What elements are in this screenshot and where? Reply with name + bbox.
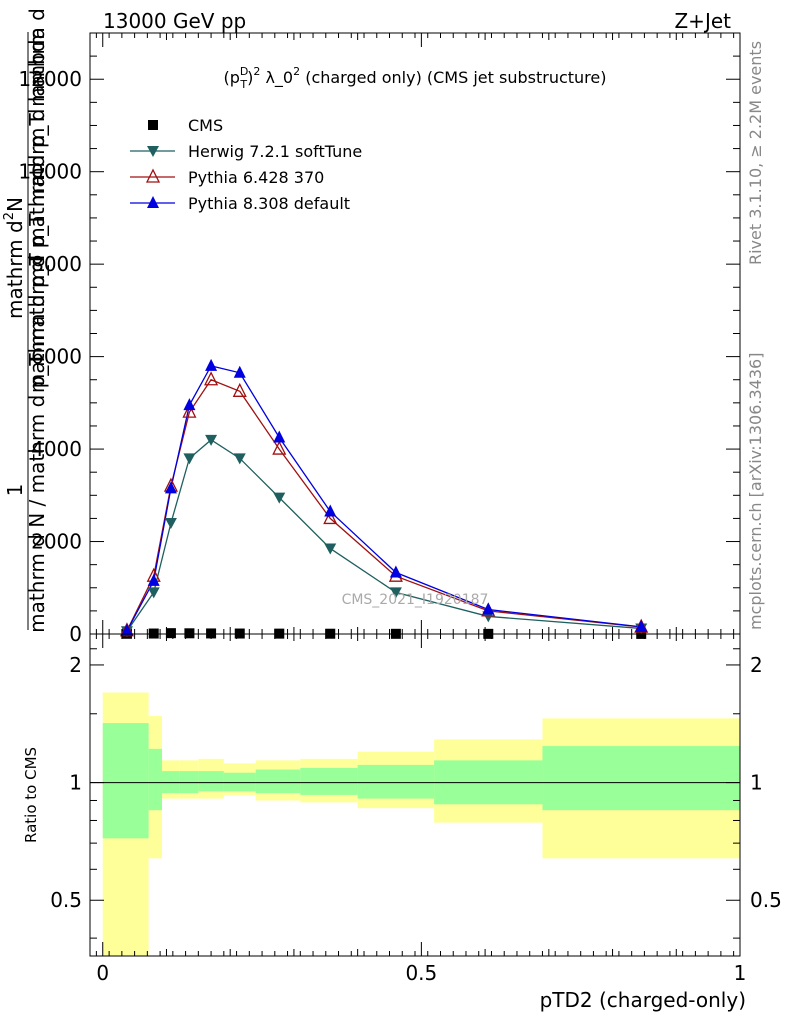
ratio-band-green [300,767,358,795]
legend-label: Pythia 8.308 default [188,194,350,213]
ratio-plot: 0.5 0.5 1 1 2 2 Ratio to CMS [22,633,782,957]
data-point-s2 [272,440,287,455]
ratio-y-tick-label: 1 [69,771,82,795]
ratio-band-green [198,771,224,792]
ylabel-denominator: mathrm d N / mathrm d p_T mathrmd p_T ma… [25,27,49,633]
data-point-s3 [183,398,196,411]
x-tick-label: 0.5 [405,961,437,985]
main-yticks: 0 2000 4000 6000 8000 10000 12000 [18,55,740,646]
y-tick-label: 2000 [31,530,82,554]
mcplots-label: mcplots.cern.ch [arXiv:1306.3436] [746,353,765,630]
ratio-band-green [148,748,163,811]
legend-label: Herwig 7.2.1 softTune [188,142,362,161]
data-point-s1 [273,492,286,504]
data-point-s3 [635,619,648,632]
data-point-s3 [482,602,495,615]
y-tick-label: 8000 [31,252,82,276]
y-tick-label: 12000 [18,67,82,91]
data-point-s1 [389,587,402,599]
ratio-y-tick-label: 2 [69,653,82,677]
data-point-s1 [324,543,337,555]
main-ylabel: 1 mathrm d2N mathrm d N / mathrm d p_T m… [2,0,49,633]
data-point-s2 [182,403,197,418]
data-point-s2 [204,371,219,386]
main-plot: 0 2000 4000 6000 8000 10000 12000 (pD T)2 λ_02 … [2,0,741,646]
watermark: CMS_2021_I1920187 [342,592,489,608]
ratio-xticks [95,634,741,956]
legend-marker [147,146,159,157]
data-point-s2 [232,382,247,397]
ratio-band-green [255,769,301,794]
data-point-s3 [205,358,218,371]
data-point-s0 [184,628,195,639]
y-tick-label: 4000 [31,437,82,461]
y-tick-label: 0 [69,622,82,646]
ratio-y-tick-label-right: 1 [750,771,763,795]
x-axis-label: pTD2 (charged-only) [540,988,746,1012]
data-point-s1 [205,434,218,446]
data-point-s3 [147,573,160,586]
ratio-band-green [542,746,740,811]
data-point-s3 [233,365,246,378]
ratio-bands [102,692,740,956]
header-right: Z+Jet [674,9,731,33]
ratio-ylabel: Ratio to CMS [22,747,40,843]
header-left: 13000 GeV pp [103,9,246,33]
ylabel-upper: mathrm d p_T mathrmd p_T mathrm d lambda [25,0,49,393]
legend-marker [147,196,159,208]
data-point-s1 [233,453,246,465]
legend-label: CMS [188,116,223,135]
x-tick-label: 0 [96,961,109,985]
data-point-s3 [120,623,133,636]
ylabel-top: mathrm d2N [2,197,27,319]
x-tick-label: 1 [734,961,747,985]
legend-marker [148,120,158,130]
y-tick-label: 6000 [31,345,82,369]
data-point-s0 [165,628,176,639]
ratio-y-tick-label-right: 0.5 [750,888,782,912]
data-point-s1 [147,587,160,599]
ratio-band-green [102,723,149,839]
data-point-s3 [324,504,337,517]
main-title: (pD T)2 λ_02 (charged only) (CMS jet subs… [224,65,607,91]
ratio-band-green [223,772,256,792]
ratio-y-tick-label: 0.5 [50,888,82,912]
legend: CMS Herwig 7.2.1 softTune Pythia 6.428 370… [130,116,362,213]
data-point-s3 [389,565,402,578]
ratio-band-green [357,764,435,799]
data-point-s2 [323,509,338,525]
ylabel-numerator: 1 [3,484,27,497]
legend-label: Pythia 6.428 370 [188,168,324,187]
data-point-s3 [164,481,177,494]
y-tick-label: 10000 [18,160,82,184]
legend-marker [145,168,161,183]
rivet-label: Rivet 3.1.10, ≥ 2.2M events [746,41,765,265]
data-point-s1 [164,518,177,530]
data-point-s1 [183,453,196,465]
data-point-s0 [206,628,217,639]
ratio-yticks: 0.5 0.5 1 1 2 2 [50,648,782,939]
data-point-s3 [273,430,286,443]
ratio-y-tick-label-right: 2 [750,653,763,677]
xtick-labels: 0 0.5 1 [96,961,746,985]
